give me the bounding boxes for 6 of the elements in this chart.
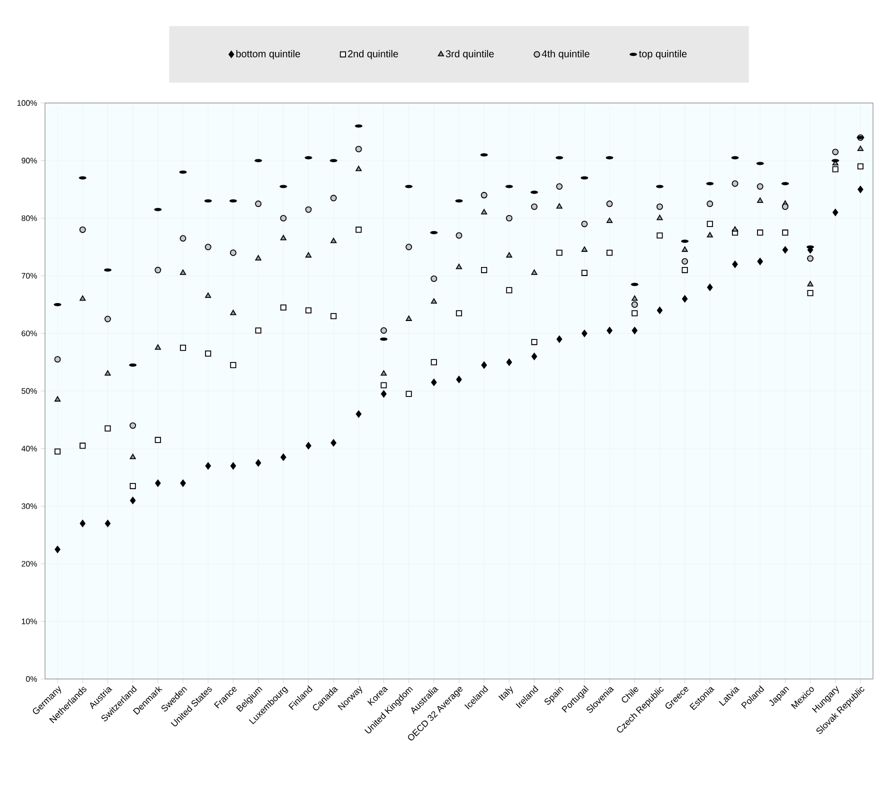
- legend-label: top quintile: [639, 50, 687, 60]
- legend-label: 4th quintile: [542, 50, 590, 60]
- legend-label: bottom quintile: [236, 50, 300, 60]
- legend-label: 3rd quintile: [446, 50, 494, 60]
- legend-label: 2nd quintile: [348, 50, 398, 60]
- x-tick-label: Italy: [498, 686, 513, 701]
